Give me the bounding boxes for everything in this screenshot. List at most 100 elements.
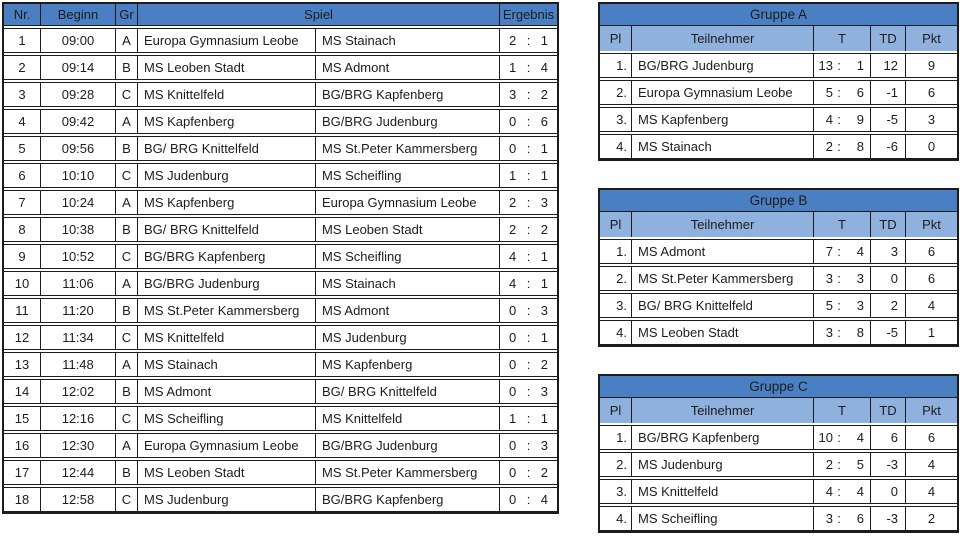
score-colon: : [837, 112, 841, 127]
standings-goals: 5 : 3 [813, 294, 870, 317]
standings-row: 3. MS Knittelfeld 4 : 4 0 4 [600, 479, 957, 504]
match-away-team: MS St.Peter Kammersberg [315, 461, 499, 484]
goals-for: 10 [818, 430, 833, 445]
standings-goal-diff: 2 [870, 294, 905, 317]
match-row: 1 09:00 A Europa Gymnasium Leobe MS Stai… [4, 28, 557, 53]
standings-goals: 5 : 6 [813, 81, 870, 104]
match-row: 14 12:02 B MS Admont BG/ BRG Knittelfeld… [4, 379, 557, 404]
match-result: 1 : 1 [499, 164, 557, 187]
match-home-goals: 0 [509, 384, 517, 399]
goals-against: 8 [856, 325, 864, 340]
score-colon: : [526, 303, 531, 318]
match-group-letter: A [115, 353, 137, 376]
col-header-pkt: Pkt [905, 398, 957, 423]
match-number: 5 [18, 141, 26, 156]
group-title: Gruppe B [600, 190, 957, 212]
match-group-letter: A [115, 191, 137, 214]
match-number: 3 [18, 87, 26, 102]
standings-team: MS Admont [631, 240, 813, 263]
col-header-td: TD [870, 212, 905, 237]
match-number: 7 [18, 195, 26, 210]
match-home-team: MS Scheifling [137, 407, 315, 430]
group-table: Gruppe A Pl Teilnehmer T TD Pkt 1. BG/BR… [598, 2, 959, 161]
match-home-team: MS Leoben Stadt [137, 461, 315, 484]
match-row: 2 09:14 B MS Leoben Stadt MS Admont 1 : … [4, 55, 557, 80]
match-row: 3 09:28 C MS Knittelfeld BG/BRG Kapfenbe… [4, 82, 557, 107]
standings-points: 1 [905, 321, 957, 344]
col-header-pl: Pl [609, 31, 622, 46]
standings-goal-diff: 3 [870, 240, 905, 263]
standings-row: 2. MS St.Peter Kammersberg 3 : 3 0 6 [600, 266, 957, 291]
goals-against: 8 [856, 139, 864, 154]
standings-row: 2. MS Judenburg 2 : 5 -3 4 [600, 452, 957, 477]
standings-team: MS Stainach [631, 135, 813, 158]
match-group-letter: B [115, 299, 137, 322]
match-group-letter: C [115, 164, 137, 187]
col-header-t: T [813, 398, 870, 423]
score-colon: : [837, 298, 841, 313]
match-result: 1 : 4 [499, 56, 557, 79]
standings-team: MS Judenburg [631, 453, 813, 476]
standings-place: 4. [616, 511, 627, 526]
standings-row: 4. MS Stainach 2 : 8 -6 0 [600, 134, 957, 159]
match-row: 13 11:48 A MS Stainach MS Kapfenberg 0 :… [4, 352, 557, 377]
match-home-team: MS St.Peter Kammersberg [137, 299, 315, 322]
match-row: 7 10:24 A MS Kapfenberg Europa Gymnasium… [4, 190, 557, 215]
standings-goal-diff: -6 [870, 135, 905, 158]
standings-goals: 7 : 4 [813, 240, 870, 263]
standings-goals: 4 : 9 [813, 108, 870, 131]
standings-row: 4. MS Leoben Stadt 3 : 8 -5 1 [600, 320, 957, 345]
standings-row: 1. MS Admont 7 : 4 3 6 [600, 239, 957, 264]
match-home-team: BG/BRG Judenburg [137, 272, 315, 295]
match-away-team: MS Leoben Stadt [315, 218, 499, 241]
standings-points: 9 [905, 54, 957, 77]
col-header-t: T [813, 26, 870, 51]
match-group-letter: B [115, 137, 137, 160]
match-row: 18 12:58 C MS Judenburg BG/BRG Kapfenber… [4, 487, 557, 512]
standings-goals: 3 : 6 [813, 507, 870, 530]
match-start-time: 10:10 [40, 164, 115, 187]
col-header-pkt: Pkt [905, 26, 957, 51]
match-away-goals: 1 [540, 33, 548, 48]
match-number: 18 [14, 492, 30, 507]
standings-points: 4 [905, 453, 957, 476]
match-away-team: MS Admont [315, 299, 499, 322]
match-number: 16 [14, 438, 30, 453]
goals-for: 5 [825, 85, 833, 100]
match-away-team: BG/BRG Judenburg [315, 434, 499, 457]
score-colon: : [526, 60, 531, 75]
match-home-goals: 1 [509, 168, 517, 183]
match-away-goals: 3 [540, 438, 548, 453]
score-colon: : [526, 33, 531, 48]
goals-against: 4 [856, 430, 864, 445]
match-start-time: 09:00 [40, 29, 115, 52]
col-header-teilnehmer: Teilnehmer [631, 212, 813, 237]
match-number: 12 [14, 330, 30, 345]
col-header-spiel: Spiel [137, 4, 499, 25]
score-colon: : [837, 484, 841, 499]
standings-goal-diff: 0 [870, 480, 905, 503]
score-colon: : [526, 114, 531, 129]
match-start-time: 10:52 [40, 245, 115, 268]
match-away-team: BG/BRG Kapfenberg [315, 83, 499, 106]
match-result: 2 : 3 [499, 191, 557, 214]
match-number: 17 [14, 465, 30, 480]
standings-goal-diff: 6 [870, 426, 905, 449]
score-colon: : [526, 411, 531, 426]
score-colon: : [526, 168, 531, 183]
standings-row: 4. MS Scheifling 3 : 6 -3 2 [600, 506, 957, 531]
match-start-time: 12:30 [40, 434, 115, 457]
schedule-header-row: Nr. Beginn Gr Spiel Ergebnis [4, 4, 557, 26]
col-header-teilnehmer: Teilnehmer [631, 26, 813, 51]
standings-place: 3. [616, 484, 627, 499]
match-away-goals: 1 [540, 249, 548, 264]
match-start-time: 12:44 [40, 461, 115, 484]
match-row: 17 12:44 B MS Leoben Stadt MS St.Peter K… [4, 460, 557, 485]
col-header-teilnehmer: Teilnehmer [631, 398, 813, 423]
standings-points: 6 [905, 267, 957, 290]
col-header-t: T [813, 212, 870, 237]
col-header-pkt: Pkt [905, 212, 957, 237]
match-result: 0 : 2 [499, 353, 557, 376]
match-group-letter: A [115, 272, 137, 295]
goals-for: 4 [825, 112, 833, 127]
